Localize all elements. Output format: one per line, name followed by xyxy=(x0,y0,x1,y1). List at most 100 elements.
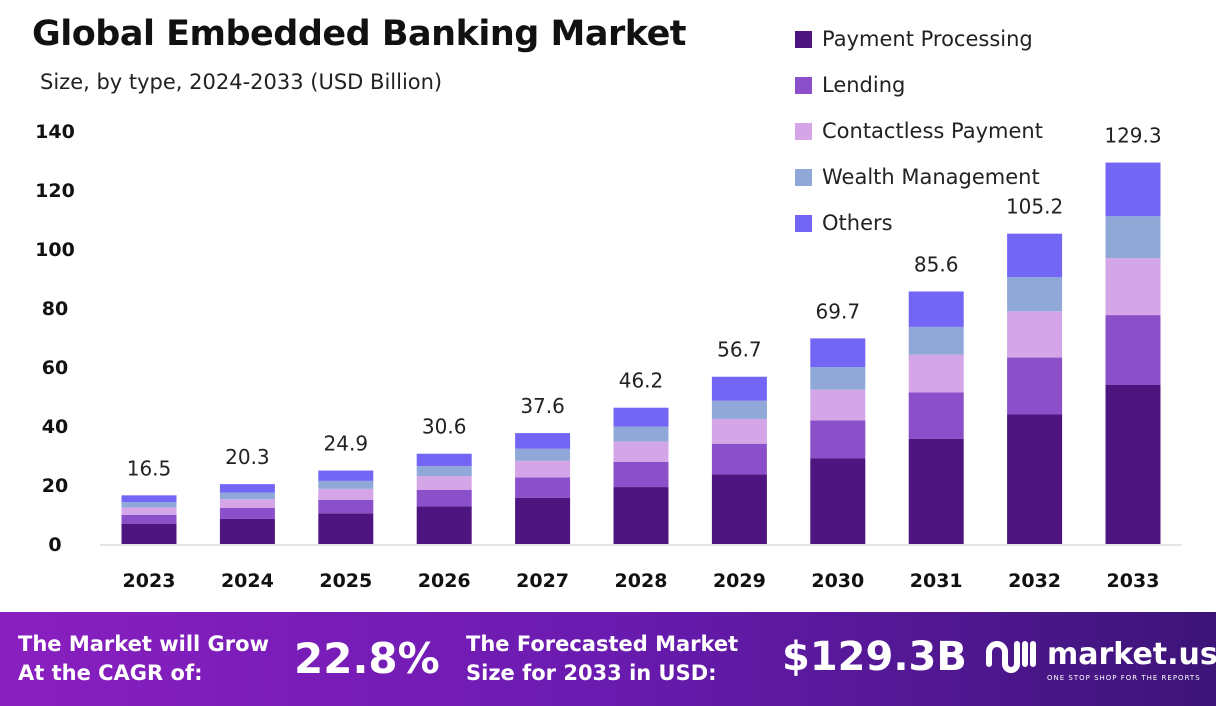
y-tick-label: 100 xyxy=(35,239,75,261)
bar-segment xyxy=(1105,384,1161,544)
y-tick-label: 20 xyxy=(42,475,68,497)
forecast-label: The Forecasted Market Size for 2033 in US… xyxy=(466,630,738,688)
y-tick-label: 0 xyxy=(48,534,61,556)
bar-segment xyxy=(416,466,472,477)
bar-segment xyxy=(121,514,177,524)
bar-segment xyxy=(318,499,374,514)
y-tick-label: 140 xyxy=(35,121,75,143)
chart-subtitle: Size, by type, 2024-2033 (USD Billion) xyxy=(40,70,443,94)
bar-segment xyxy=(613,407,669,427)
legend: Payment Processing Lending Contactless P… xyxy=(795,16,1043,246)
bar-segment xyxy=(1105,216,1161,259)
bar-segment xyxy=(416,506,472,544)
legend-swatch xyxy=(795,214,812,232)
data-label: 85.6 xyxy=(914,252,959,276)
bar-segment xyxy=(1007,277,1063,312)
forecast-value: $129.3B xyxy=(782,634,967,680)
x-tick-label: 2028 xyxy=(615,570,668,592)
bar-segment xyxy=(908,291,964,327)
x-tick-label: 2023 xyxy=(123,570,176,592)
x-tick-label: 2029 xyxy=(713,570,766,592)
legend-swatch xyxy=(795,122,812,140)
x-tick-label: 2026 xyxy=(418,570,471,592)
y-tick-label: 80 xyxy=(42,298,68,320)
x-tick-label: 2031 xyxy=(910,570,963,592)
bar-segment xyxy=(515,433,571,449)
bar-segment xyxy=(613,461,669,488)
bar-segment xyxy=(810,389,866,421)
bar-segment xyxy=(810,338,866,367)
bar-segment xyxy=(121,495,177,503)
footer-banner: The Market will Grow At the CAGR of: 22.8… xyxy=(0,612,1216,706)
bar-segment xyxy=(219,518,275,544)
bar-segment xyxy=(121,507,177,515)
bar-segment xyxy=(1105,162,1161,217)
legend-swatch xyxy=(795,76,812,94)
bar-segment xyxy=(515,448,571,461)
forecast-label-line: Size for 2033 in USD: xyxy=(466,661,717,685)
x-tick-label: 2030 xyxy=(811,570,864,592)
market-us-logo: market.us ONE STOP SHOP FOR THE REPORTS xyxy=(985,634,1216,682)
y-tick-label: 60 xyxy=(42,357,68,379)
data-label: 16.5 xyxy=(127,456,172,480)
bar-segment xyxy=(416,453,472,467)
bar-segment xyxy=(810,458,866,544)
x-tick-label: 2024 xyxy=(221,570,274,592)
data-label: 69.7 xyxy=(816,299,861,323)
logo-mark-icon xyxy=(986,641,1036,673)
bar-segment xyxy=(711,474,767,544)
data-label: 24.9 xyxy=(324,432,369,456)
data-label: 129.3 xyxy=(1104,124,1161,148)
data-label: 20.3 xyxy=(225,445,270,469)
legend-item: Contactless Payment xyxy=(795,108,1043,154)
legend-label: Wealth Management xyxy=(822,165,1040,189)
legend-label: Lending xyxy=(822,73,906,97)
bar-segment xyxy=(416,489,472,507)
bar-segment xyxy=(515,477,571,498)
bar-segment xyxy=(515,497,571,544)
bar-segment xyxy=(121,523,177,544)
bar-segment xyxy=(908,438,964,544)
bar-segment xyxy=(908,326,964,355)
cagr-value: 22.8% xyxy=(294,634,440,683)
bar-segment xyxy=(1007,233,1063,278)
bar-segment xyxy=(1105,258,1161,316)
x-tick-label: 2033 xyxy=(1107,570,1160,592)
cagr-label: The Market will Grow At the CAGR of: xyxy=(18,630,269,688)
bar-segment xyxy=(318,513,374,544)
bar-segment xyxy=(219,508,275,519)
bar-segment xyxy=(810,420,866,459)
stacked-bar-chart: 0 20 40 60 80 100 120 140 16.5 2023 20.3 2024 24.9 20… xyxy=(35,121,1182,592)
data-label: 56.7 xyxy=(717,338,762,362)
data-label: 30.6 xyxy=(422,415,467,439)
bar-segment xyxy=(1007,311,1063,358)
bar-segment xyxy=(219,484,275,493)
data-label: 37.6 xyxy=(520,394,565,418)
legend-item: Others xyxy=(795,200,1043,246)
bar-segment xyxy=(219,492,275,500)
bar-segment xyxy=(613,441,669,462)
logo-name: market.us xyxy=(1047,636,1216,672)
bar-segment xyxy=(121,502,177,508)
legend-item: Wealth Management xyxy=(795,154,1043,200)
legend-swatch xyxy=(795,30,812,48)
bar-segment xyxy=(515,460,571,478)
bar-segment xyxy=(711,376,767,401)
cagr-label-line: At the CAGR of: xyxy=(18,661,203,685)
logo-tagline: ONE STOP SHOP FOR THE REPORTS xyxy=(1047,674,1201,682)
bar-segment xyxy=(1007,414,1063,544)
bar-segment xyxy=(810,367,866,390)
y-tick-label: 120 xyxy=(35,180,75,202)
x-tick-label: 2027 xyxy=(516,570,569,592)
bar-segment xyxy=(318,480,374,489)
bar-segment xyxy=(613,426,669,442)
bar-segment xyxy=(613,487,669,544)
legend-label: Contactless Payment xyxy=(822,119,1043,143)
legend-label: Payment Processing xyxy=(822,27,1033,51)
cagr-label-line: The Market will Grow xyxy=(18,632,269,656)
x-tick-label: 2032 xyxy=(1008,570,1061,592)
bar-segment xyxy=(219,499,275,509)
legend-item: Payment Processing xyxy=(795,16,1043,62)
bar-segment xyxy=(318,488,374,500)
x-tick-label: 2025 xyxy=(319,570,372,592)
